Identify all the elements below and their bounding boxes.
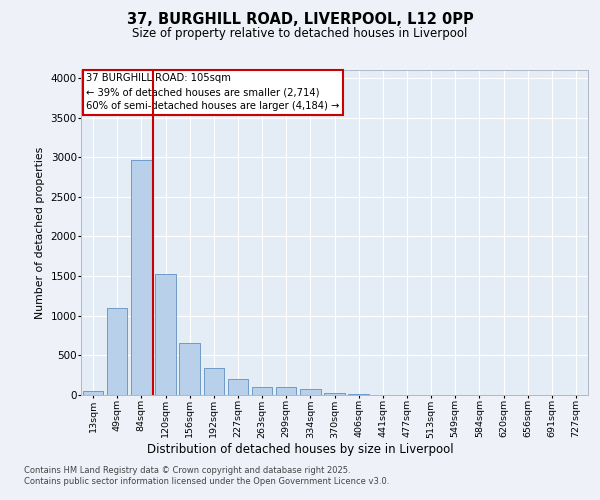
- Text: Contains public sector information licensed under the Open Government Licence v3: Contains public sector information licen…: [24, 478, 389, 486]
- Bar: [349, 394, 369, 395]
- Text: Size of property relative to detached houses in Liverpool: Size of property relative to detached ho…: [133, 28, 467, 40]
- Text: Distribution of detached houses by size in Liverpool: Distribution of detached houses by size …: [146, 442, 454, 456]
- Text: Contains HM Land Registry data © Crown copyright and database right 2025.: Contains HM Land Registry data © Crown c…: [24, 466, 350, 475]
- Bar: [227, 379, 248, 395]
- Bar: [155, 274, 176, 395]
- Bar: [131, 160, 152, 395]
- Bar: [179, 344, 200, 395]
- Bar: [83, 391, 103, 395]
- Bar: [276, 387, 296, 395]
- Y-axis label: Number of detached properties: Number of detached properties: [35, 146, 45, 318]
- Text: 37 BURGHILL ROAD: 105sqm
← 39% of detached houses are smaller (2,714)
60% of sem: 37 BURGHILL ROAD: 105sqm ← 39% of detach…: [86, 73, 340, 112]
- Bar: [300, 390, 320, 395]
- Bar: [203, 368, 224, 395]
- Bar: [107, 308, 127, 395]
- Bar: [324, 392, 345, 395]
- Text: 37, BURGHILL ROAD, LIVERPOOL, L12 0PP: 37, BURGHILL ROAD, LIVERPOOL, L12 0PP: [127, 12, 473, 28]
- Bar: [252, 387, 272, 395]
